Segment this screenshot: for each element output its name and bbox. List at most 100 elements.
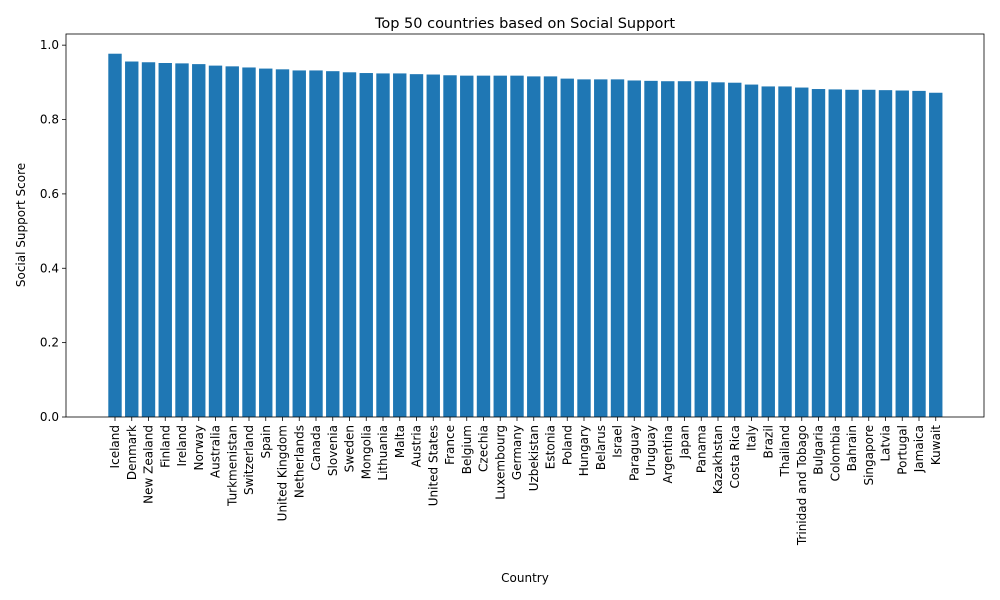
bar-norway — [192, 64, 206, 418]
x-tick-label: Kuwait — [929, 425, 943, 465]
x-tick-label: Estonia — [544, 425, 558, 469]
y-tick-label: 0.8 — [40, 113, 59, 127]
bar-bulgaria — [811, 89, 826, 417]
x-tick-label: Costa Rica — [728, 425, 742, 488]
x-tick-label: Uzbekistan — [527, 425, 541, 491]
x-tick-label: Kazakhstan — [711, 425, 725, 494]
x-axis: Iceland Denmark New Zealand Finland Ireland N… — [108, 417, 943, 546]
bar-thailand — [778, 86, 792, 418]
x-tick-label: Spain — [259, 425, 273, 459]
bar-new-zealand — [141, 62, 156, 417]
chart-title: Top 50 countries based on Social Support — [374, 16, 675, 32]
bar-finland — [158, 63, 172, 417]
y-tick-label: 0.0 — [40, 410, 59, 424]
x-tick-label: Denmark — [125, 425, 139, 480]
x-tick-label: Norway — [192, 425, 206, 471]
bar-czechia — [476, 75, 491, 418]
x-tick-label: Lithuania — [376, 425, 390, 481]
x-tick-label: Iceland — [108, 425, 122, 468]
bar-canada — [309, 70, 323, 417]
bar-israel — [610, 79, 625, 418]
x-tick-label: Luxembourg — [493, 425, 507, 500]
x-tick-label: Italy — [745, 425, 759, 451]
x-tick-label: Latvia — [879, 425, 893, 462]
x-tick-label: Bahrain — [845, 425, 859, 471]
x-tick-label: Portugal — [895, 425, 909, 475]
y-axis-title: Social Support Score — [14, 163, 28, 287]
x-tick-label: Jamaica — [912, 425, 926, 473]
x-tick-label: Sweden — [343, 425, 357, 472]
x-tick-label: Colombia — [828, 425, 842, 481]
x-tick-label: Austria — [410, 425, 424, 467]
x-tick-label: Trinidad and Tobago — [795, 425, 809, 546]
bars-group — [108, 53, 943, 418]
bar-jamaica — [912, 90, 926, 417]
bar-spain — [259, 68, 273, 417]
x-tick-label: United States — [426, 425, 440, 506]
bar-germany — [510, 75, 524, 418]
bar-uruguay — [644, 80, 658, 417]
plot-frame — [65, 33, 985, 418]
bar-costa-rica — [728, 82, 742, 418]
bar-sweden — [342, 72, 357, 418]
bar-panama — [694, 81, 708, 417]
bar-bahrain — [845, 89, 859, 417]
x-tick-label: Japan — [678, 425, 692, 459]
x-tick-label: Panama — [694, 425, 708, 473]
x-tick-label: Canada — [309, 425, 323, 471]
bar-brazil — [761, 86, 775, 418]
bar-poland — [560, 78, 574, 418]
y-tick-label: 0.2 — [40, 336, 59, 350]
bar-uzbekistan — [527, 76, 541, 417]
bar-switzerland — [242, 67, 256, 417]
bar-united-kingdom — [275, 69, 290, 417]
bar-turkmenistan — [225, 66, 239, 417]
x-tick-label: United Kingdom — [276, 425, 290, 521]
x-tick-label: New Zealand — [142, 425, 156, 504]
x-tick-label: Argentina — [661, 425, 675, 484]
bar-hungary — [577, 79, 591, 418]
bar-united-states — [426, 74, 440, 417]
bar-estonia — [543, 76, 558, 417]
x-tick-label: Turkmenistan — [225, 425, 239, 507]
bar-italy — [744, 84, 759, 417]
x-tick-label: Switzerland — [242, 425, 256, 495]
x-tick-label: Ireland — [175, 425, 189, 467]
x-tick-label: Singapore — [862, 425, 876, 486]
x-tick-label: Mongolia — [359, 425, 373, 479]
x-tick-label: Uruguay — [644, 425, 658, 476]
x-tick-label: Australia — [209, 425, 223, 478]
x-tick-label: Finland — [158, 425, 172, 468]
y-tick-label: 0.4 — [40, 261, 59, 275]
bar-denmark — [125, 61, 139, 418]
x-axis-title: Country — [501, 571, 549, 585]
bar-luxembourg — [493, 75, 507, 418]
bar-lithuania — [376, 73, 390, 418]
bar-trinidad-and-tobago — [795, 87, 809, 418]
y-tick-label: 0.6 — [40, 187, 59, 201]
bar-kuwait — [929, 92, 943, 417]
bar-belarus — [594, 79, 608, 418]
x-tick-label: Hungary — [577, 425, 591, 476]
x-tick-label: Belgium — [460, 425, 474, 474]
bar-japan — [677, 81, 692, 417]
x-tick-label: Poland — [560, 425, 574, 465]
bar-iceland — [108, 53, 122, 418]
bar-belgium — [460, 75, 474, 418]
bar-france — [443, 75, 457, 418]
bar-ireland — [175, 63, 189, 417]
x-tick-label: France — [443, 425, 457, 465]
x-tick-label: Netherlands — [292, 425, 306, 498]
bar-portugal — [895, 90, 909, 418]
bar-paraguay — [627, 80, 641, 417]
x-tick-label: Israel — [611, 425, 625, 458]
bar-mongolia — [359, 73, 373, 417]
bar-austria — [409, 74, 424, 417]
x-tick-label: Slovenia — [326, 425, 340, 476]
y-axis: 0.0 0.2 0.4 0.6 0.8 1.0 — [40, 38, 66, 424]
x-tick-label: Malta — [393, 425, 407, 458]
x-tick-label: Belarus — [594, 425, 608, 470]
bar-netherlands — [292, 70, 306, 417]
